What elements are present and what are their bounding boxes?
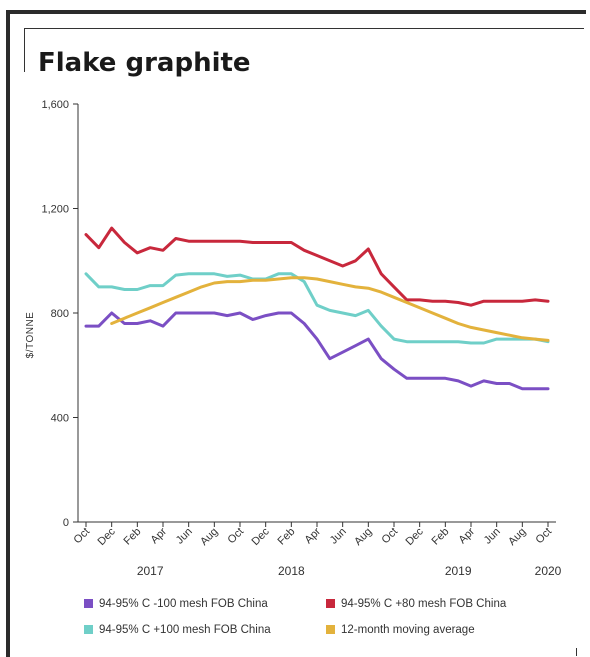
series-line-3 xyxy=(84,272,550,345)
x-tick-label: Apr xyxy=(457,525,478,546)
x-tick-label: Oct xyxy=(534,526,555,547)
y-tick-label: 1,200 xyxy=(41,204,69,216)
legend-label: 94-95% C +100 mesh FOB China xyxy=(99,624,271,636)
year-label: 2020 xyxy=(535,564,562,578)
frame-left-border xyxy=(6,10,10,657)
title-rule-horizontal xyxy=(24,28,584,29)
x-tick-label: Jun xyxy=(328,526,349,547)
year-label: 2019 xyxy=(445,564,472,578)
y-tick-label: 0 xyxy=(63,517,69,529)
corner-mark xyxy=(576,648,577,656)
x-tick-label: Jun xyxy=(482,526,503,547)
legend-swatch xyxy=(326,599,335,608)
year-label: 2018 xyxy=(278,564,305,578)
x-tick-label: Feb xyxy=(430,526,452,548)
series-line-2 xyxy=(84,226,550,307)
x-tick-label: Dec xyxy=(403,525,426,548)
x-tick-label: Aug xyxy=(352,526,374,548)
legend-swatch xyxy=(84,599,93,608)
legend-swatch xyxy=(84,625,93,634)
x-tick-label: Oct xyxy=(226,526,247,547)
year-label: 2017 xyxy=(137,564,164,578)
x-tick-label: Feb xyxy=(122,526,144,548)
y-tick-label: 400 xyxy=(51,413,69,425)
series-line-1 xyxy=(84,311,550,391)
series-line-4 xyxy=(110,276,550,342)
x-tick-label: Aug xyxy=(198,526,220,548)
series-layer xyxy=(84,226,550,391)
y-axis-title: $/TONNE xyxy=(25,312,36,359)
legend-label: 94-95% C -100 mesh FOB China xyxy=(99,598,268,610)
x-tick-label: Oct xyxy=(72,526,93,547)
x-tick-label: Feb xyxy=(276,526,298,548)
x-tick-label: Apr xyxy=(149,525,170,546)
x-tick-label: Oct xyxy=(380,526,401,547)
legend-swatch xyxy=(326,625,335,634)
title-rule-vertical xyxy=(24,28,25,72)
y-tick-label: 1,600 xyxy=(41,99,69,111)
frame-top-border xyxy=(6,10,586,14)
y-tick-label: 800 xyxy=(51,308,69,320)
x-tick-label: Apr xyxy=(303,525,324,546)
x-tick-label: Jun xyxy=(174,526,195,547)
legend-label: 12-month moving average xyxy=(341,624,475,636)
chart-title: Flake graphite xyxy=(38,48,251,78)
legend: 94-95% C -100 mesh FOB China 94-95% C +80… xyxy=(84,598,507,636)
legend-label: 94-95% C +80 mesh FOB China xyxy=(341,598,507,610)
x-tick-label: Aug xyxy=(506,526,528,548)
x-tick-label: Dec xyxy=(249,525,272,548)
x-tick-label: Dec xyxy=(95,525,118,548)
